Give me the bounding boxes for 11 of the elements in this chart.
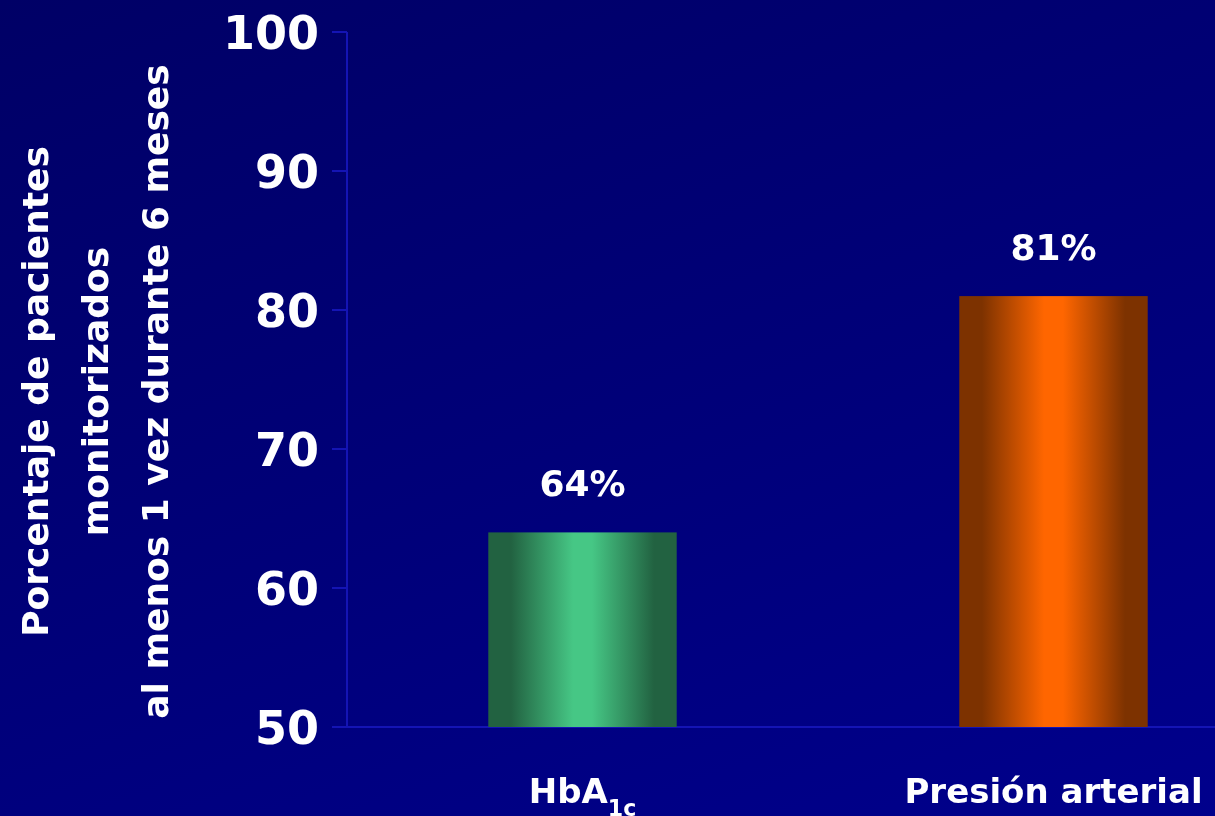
y-axis-title: Porcentaje de pacientes monitorizados al menos 1 vez durante 6 meses: [14, 64, 176, 719]
x-tick-label: Presión arterial: [904, 771, 1203, 811]
y-tick-label: 90: [254, 144, 319, 199]
data-label: 64%: [539, 463, 626, 505]
data-label: 81%: [1010, 227, 1097, 269]
y-tick-label: 100: [222, 5, 319, 60]
y-tick-label: 50: [254, 700, 319, 755]
y-tick-label: 80: [254, 283, 319, 338]
x-tick-label: HbA$_{1c}$: [528, 771, 637, 816]
y-tick-label: 60: [254, 561, 319, 616]
y-tick-label: 70: [254, 422, 319, 477]
